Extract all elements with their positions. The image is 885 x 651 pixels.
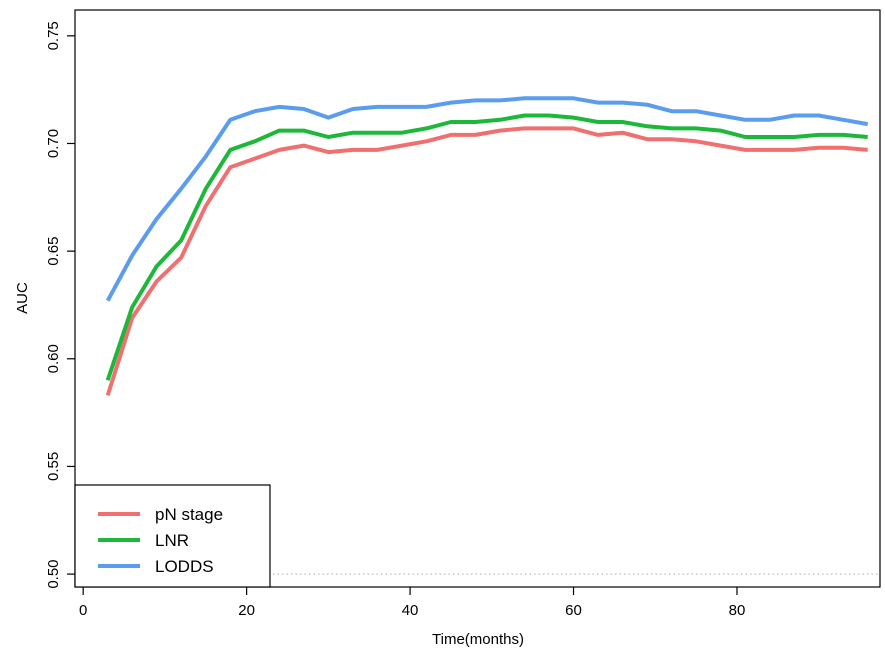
y-tick-label: 0.50 (45, 559, 62, 588)
y-tick-label: 0.70 (45, 129, 62, 158)
y-tick-label: 0.55 (45, 452, 62, 481)
x-tick-label: 40 (402, 602, 419, 619)
x-tick-label: 20 (238, 602, 255, 619)
x-axis: 0 20 40 60 80 (79, 587, 745, 619)
x-tick-label: 60 (565, 602, 582, 619)
y-axis-title: AUC (14, 282, 31, 314)
y-tick-label: 0.60 (45, 344, 62, 373)
x-tick-label: 0 (79, 602, 87, 619)
series-line-lnr (105, 113, 868, 381)
series-line-pn-stage (105, 126, 868, 397)
x-axis-title: Time(months) (432, 631, 524, 648)
y-tick-label: 0.75 (45, 21, 62, 50)
y-tick-label: 0.65 (45, 237, 62, 266)
legend: pN stage LNR LODDS (74, 484, 271, 588)
y-axis: 0.50 0.55 0.60 0.65 0.70 0.75 (45, 21, 75, 589)
legend-label-lodds: LODDS (155, 557, 214, 576)
legend-box (74, 484, 271, 588)
plot-frame (74, 9, 881, 588)
series-layer (105, 96, 869, 397)
legend-label-pn-stage: pN stage (155, 505, 223, 524)
legend-label-lnr: LNR (155, 531, 189, 550)
x-tick-label: 80 (729, 602, 746, 619)
series-line-lodds (105, 96, 869, 302)
